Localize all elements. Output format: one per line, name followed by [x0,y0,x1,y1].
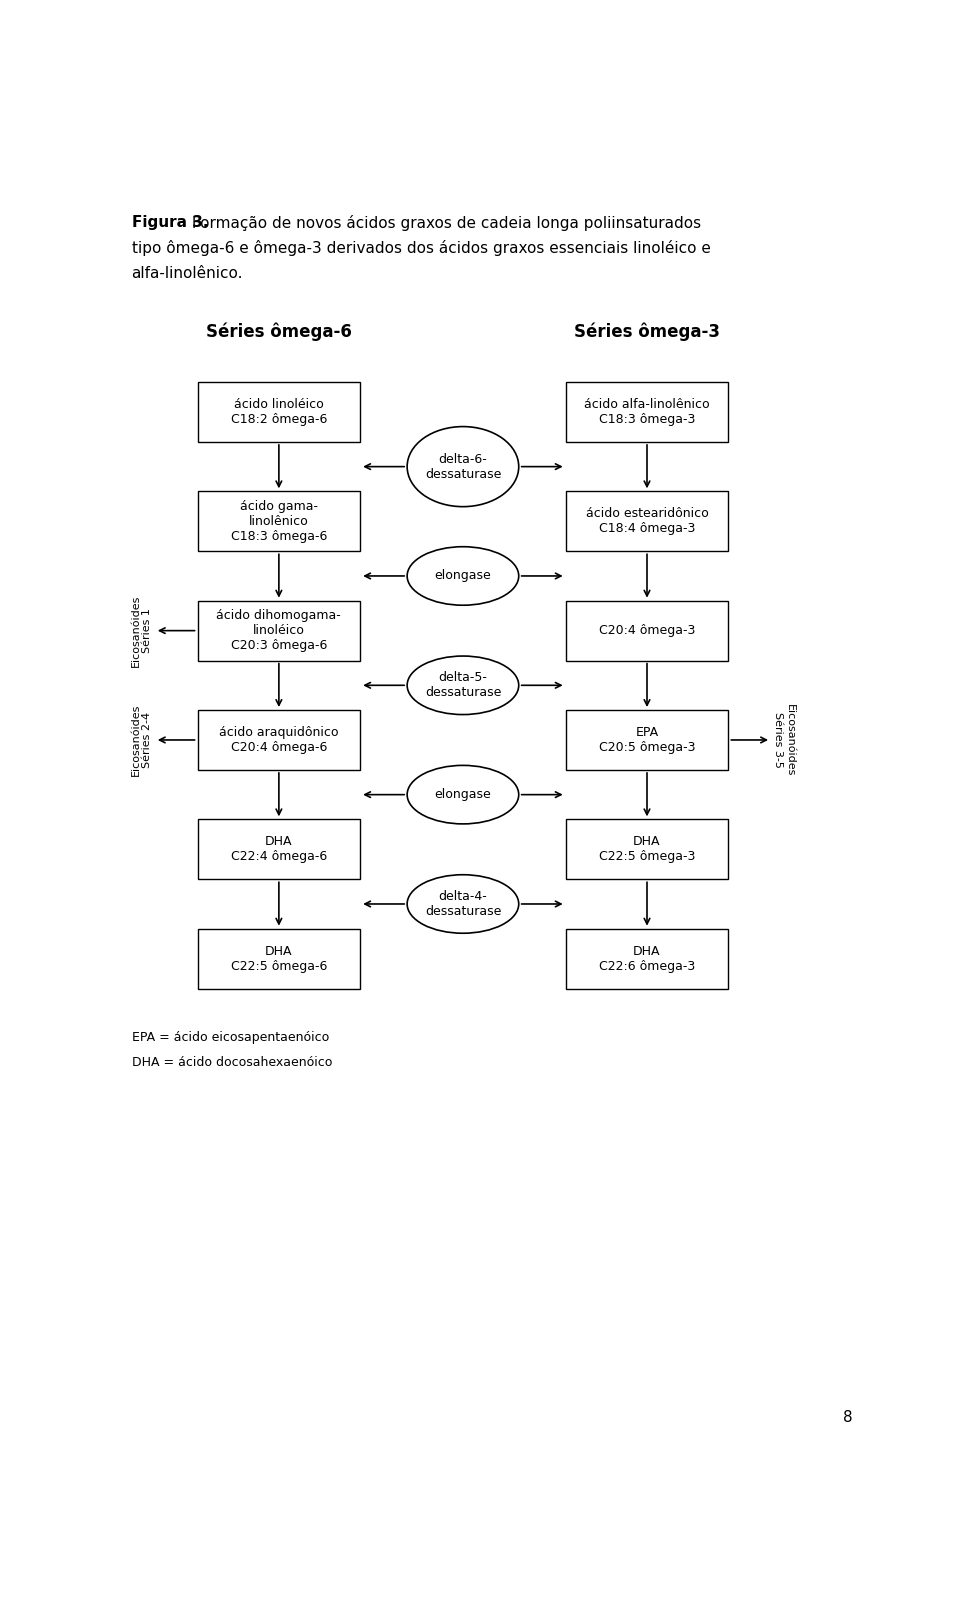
FancyBboxPatch shape [198,492,360,551]
Text: EPA = ácido eicosapentaenóico: EPA = ácido eicosapentaenóico [132,1032,329,1045]
Text: tipo ômega-6 e ômega-3 derivados dos ácidos graxos essenciais linoléico e: tipo ômega-6 e ômega-3 derivados dos áci… [132,241,710,255]
Text: elongase: elongase [435,787,492,800]
FancyBboxPatch shape [565,492,729,551]
Text: EPA
C20:5 ômega-3: EPA C20:5 ômega-3 [599,726,695,754]
Text: delta-6-
dessaturase: delta-6- dessaturase [424,453,501,480]
Text: delta-5-
dessaturase: delta-5- dessaturase [424,671,501,699]
FancyBboxPatch shape [198,382,360,441]
Text: ácido dihomogama-
linoléico
C20:3 ômega-6: ácido dihomogama- linoléico C20:3 ômega-… [217,610,341,652]
FancyBboxPatch shape [198,928,360,988]
Text: 8: 8 [843,1410,852,1425]
Text: DHA
C22:6 ômega-3: DHA C22:6 ômega-3 [599,944,695,973]
FancyBboxPatch shape [565,710,729,770]
Text: ácido linoléico
C18:2 ômega-6: ácido linoléico C18:2 ômega-6 [230,398,327,425]
Text: DHA
C22:5 ômega-3: DHA C22:5 ômega-3 [599,836,695,863]
FancyBboxPatch shape [565,600,729,661]
Text: ácido alfa-linolênico
C18:3 ômega-3: ácido alfa-linolênico C18:3 ômega-3 [585,398,709,425]
Ellipse shape [407,547,518,605]
Text: Eicosanóides
Séries 2-4: Eicosanóides Séries 2-4 [131,703,153,776]
Text: delta-4-
dessaturase: delta-4- dessaturase [424,889,501,918]
Text: Eicosanóides
Séries 3-5: Eicosanóides Séries 3-5 [774,703,795,776]
Text: DHA
C22:5 ômega-6: DHA C22:5 ômega-6 [230,944,327,973]
Ellipse shape [407,657,518,715]
Text: DHA = ácido docosahexaenóico: DHA = ácido docosahexaenóico [132,1056,332,1069]
FancyBboxPatch shape [198,820,360,880]
Text: DHA
C22:4 ômega-6: DHA C22:4 ômega-6 [230,836,327,863]
Text: Séries ômega-3: Séries ômega-3 [574,323,720,341]
Text: Figura 3.: Figura 3. [132,215,208,230]
Text: Eicosanóides
Séries 1: Eicosanóides Séries 1 [131,595,153,666]
Ellipse shape [407,765,518,825]
FancyBboxPatch shape [198,600,360,661]
Text: ácido araquidônico
C20:4 ômega-6: ácido araquidônico C20:4 ômega-6 [219,726,339,754]
Text: elongase: elongase [435,569,492,582]
Text: Séries ômega-6: Séries ômega-6 [206,323,351,341]
Ellipse shape [407,427,518,506]
Ellipse shape [407,875,518,933]
FancyBboxPatch shape [565,382,729,441]
Text: ácido estearidônico
C18:4 ômega-3: ácido estearidônico C18:4 ômega-3 [586,508,708,535]
FancyBboxPatch shape [565,820,729,880]
Text: Formação de novos ácidos graxos de cadeia longa poliinsaturados: Formação de novos ácidos graxos de cadei… [187,215,702,231]
Text: C20:4 ômega-3: C20:4 ômega-3 [599,624,695,637]
FancyBboxPatch shape [565,928,729,988]
Text: ácido gama-
linolênico
C18:3 ômega-6: ácido gama- linolênico C18:3 ômega-6 [230,500,327,543]
Text: alfa-linolênico.: alfa-linolênico. [132,265,243,281]
FancyBboxPatch shape [198,710,360,770]
